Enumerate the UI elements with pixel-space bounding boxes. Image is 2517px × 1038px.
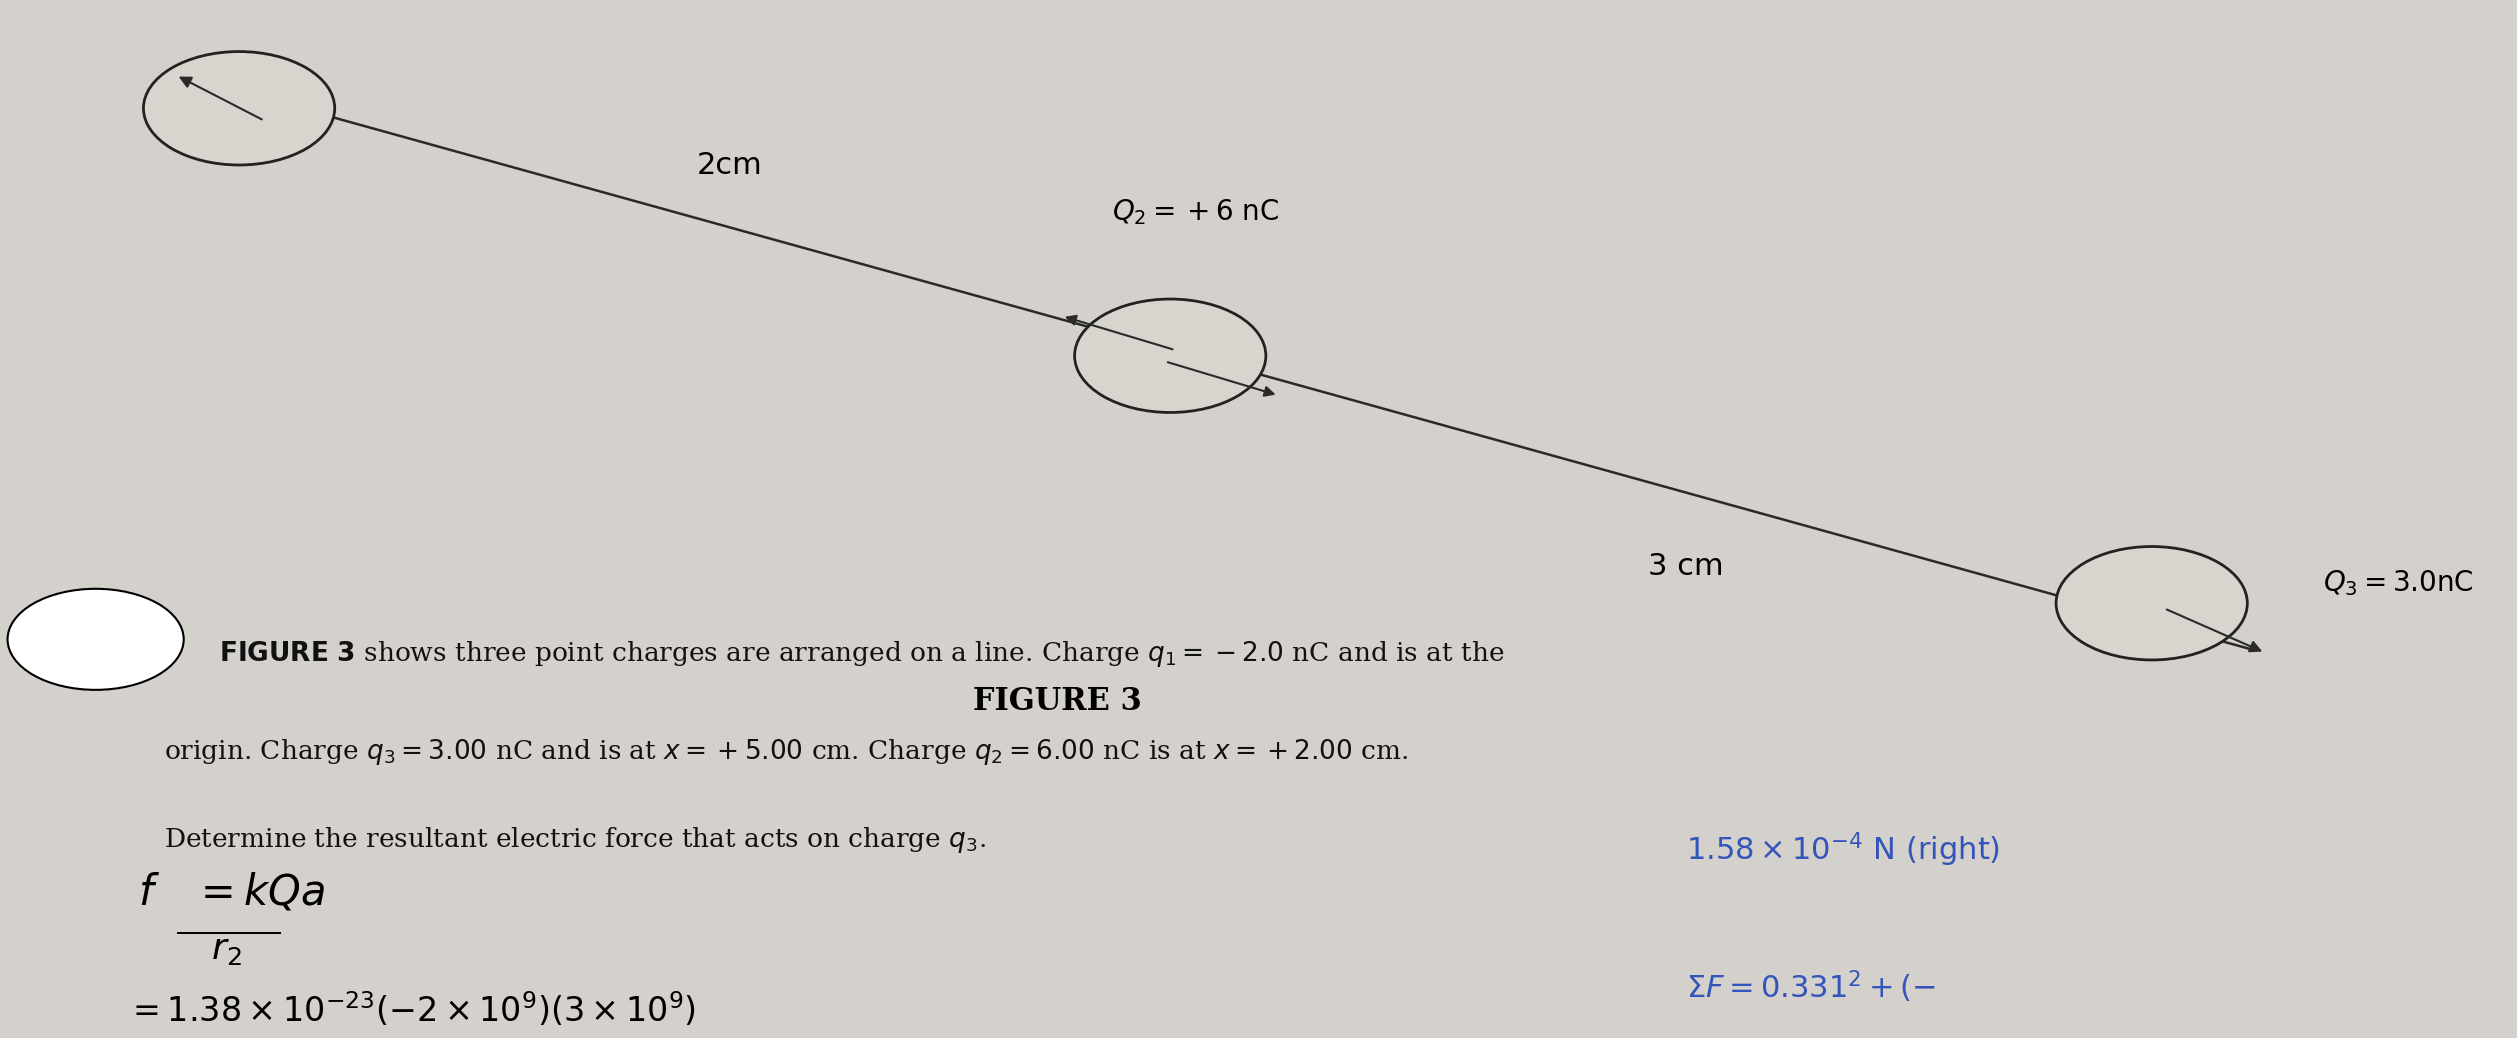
Text: $\overline{\ \ \ r_2\ \ \ }$: $\overline{\ \ \ r_2\ \ \ }$ <box>176 928 279 967</box>
Text: 1.: 1. <box>83 627 108 651</box>
Text: $Q_2 = +6\ \mathrm{nC}$: $Q_2 = +6\ \mathrm{nC}$ <box>1113 197 1279 227</box>
Ellipse shape <box>8 589 184 690</box>
Text: Determine the resultant electric force that acts on charge $q_3$.: Determine the resultant electric force t… <box>164 825 987 855</box>
Ellipse shape <box>143 52 335 165</box>
Ellipse shape <box>1075 299 1266 412</box>
Ellipse shape <box>2056 547 2248 660</box>
Text: $\mathbf{FIGURE\ 3}$ shows three point charges are arranged on a line. Charge $q: $\mathbf{FIGURE\ 3}$ shows three point c… <box>219 639 1505 670</box>
Text: $\Sigma F = 0.331^2 + (-$: $\Sigma F = 0.331^2 + (-$ <box>1686 969 1936 1006</box>
Text: FIGURE 3: FIGURE 3 <box>972 686 1140 716</box>
Text: $Q_3 = 3.0\mathrm{nC}$: $Q_3 = 3.0\mathrm{nC}$ <box>2323 568 2474 598</box>
Text: origin. Charge $q_3= 3.00$ nC and is at $x = +5.00$ cm. Charge $q_2= 6.00$ nC is: origin. Charge $q_3= 3.00$ nC and is at … <box>164 737 1407 767</box>
Text: 2cm: 2cm <box>697 152 763 181</box>
Text: $1.58 \times 10^{-4}\ \mathrm{N\ (right)}$: $1.58 \times 10^{-4}\ \mathrm{N\ (right)… <box>1686 830 2001 869</box>
Text: $= 1.38 \times 10^{-23}(-2 \times 10^9)(3 \times 10^9)$: $= 1.38 \times 10^{-23}(-2 \times 10^9)(… <box>126 990 697 1029</box>
Text: 3 cm: 3 cm <box>1649 551 1724 580</box>
Text: $f$   $= kQa$: $f$ $= kQa$ <box>138 871 325 913</box>
